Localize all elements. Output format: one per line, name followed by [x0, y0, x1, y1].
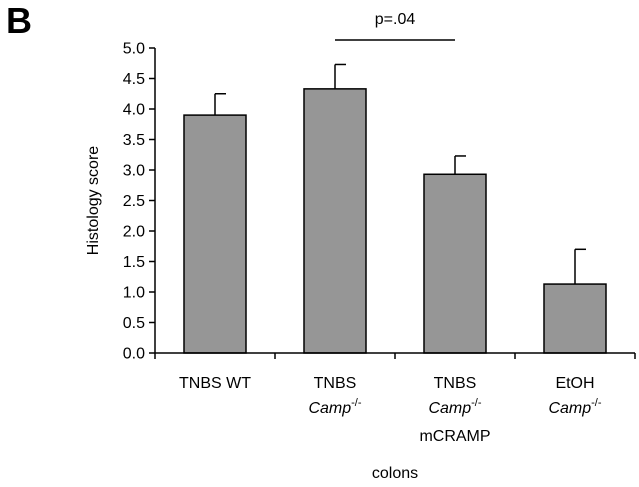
y-tick-label: 0.5: [123, 315, 145, 332]
category-label-genotype: Camp-/-: [308, 397, 361, 417]
category-label-extra: mCRAMP: [419, 428, 490, 445]
category-label: EtOH: [555, 375, 594, 392]
y-tick-label: 2.5: [123, 193, 145, 210]
labels-layer: 0.0 0.5 1.0 1.5 2.0 2.5 3.0 3.5 4.0 4.5 5.0 TNBS WT…: [85, 11, 602, 482]
y-tick-label: 1.0: [123, 285, 145, 302]
y-tick-label: 3.0: [123, 163, 145, 180]
category-label: TNBS WT: [179, 375, 251, 392]
y-axis-title: Histology score: [85, 146, 102, 255]
x-axis-title: colons: [372, 465, 418, 482]
bar: [183, 114, 247, 354]
y-tick-label: 4.5: [123, 71, 145, 88]
significance-label: p=.04: [375, 11, 416, 28]
y-tick-label: 1.5: [123, 254, 145, 271]
category-label-genotype: Camp-/-: [548, 397, 601, 417]
y-tick-label: 2.0: [123, 224, 145, 241]
y-tick-label: 3.5: [123, 132, 145, 149]
category-label: TNBS: [434, 375, 477, 392]
panel-label: B: [6, 0, 32, 41]
axes-layer: [149, 39, 636, 359]
y-tick-label: 5.0: [123, 41, 145, 58]
bar: [423, 173, 487, 354]
y-tick-label: 4.0: [123, 102, 145, 119]
bar: [303, 88, 367, 354]
y-tick-label: 0.0: [123, 346, 145, 363]
category-label-genotype: Camp-/-: [428, 397, 481, 417]
bar: [543, 283, 607, 354]
category-label: TNBS: [314, 375, 357, 392]
bars-layer: [183, 63, 607, 354]
